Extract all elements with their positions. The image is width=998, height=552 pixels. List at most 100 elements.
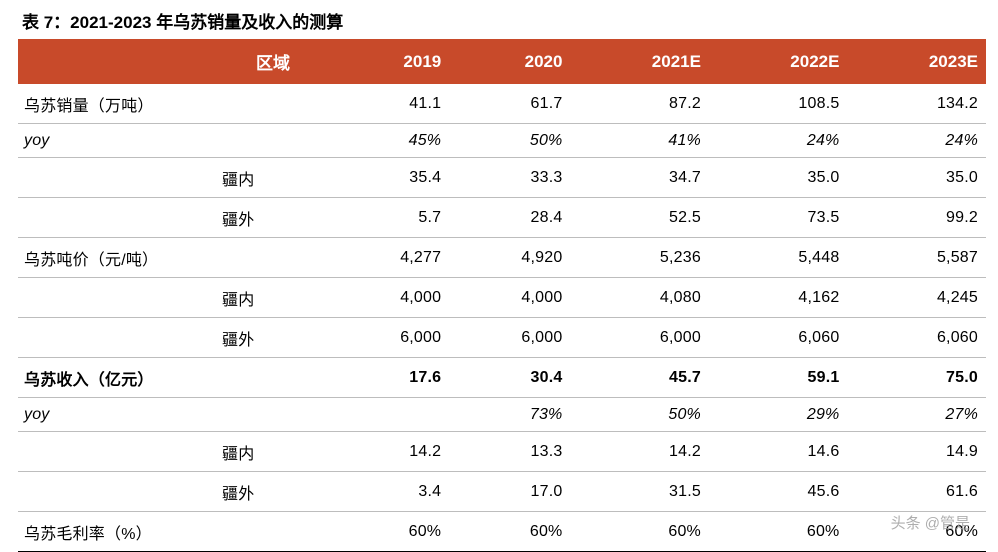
cell: 99.2 [847,198,986,238]
cell: 60% [570,512,709,552]
cell: 24% [709,124,848,158]
row-region [218,238,328,278]
cell: 50% [570,398,709,432]
row-name [18,432,218,472]
cell: 35.0 [709,158,848,198]
cell: 5,448 [709,238,848,278]
cell: 4,277 [328,238,449,278]
header-2023e: 2023E [847,39,986,84]
row-name [18,198,218,238]
row-region [218,398,328,432]
row-region [218,124,328,158]
cell: 14.2 [328,432,449,472]
row-region: 疆内 [218,278,328,318]
cell: 45.7 [570,358,709,398]
cell: 14.2 [570,432,709,472]
row-region: 疆内 [218,158,328,198]
cell: 4,080 [570,278,709,318]
row-region: 疆内 [218,432,328,472]
cell: 17.0 [449,472,570,512]
cell: 73.5 [709,198,848,238]
cell: 5.7 [328,198,449,238]
cell: 60% [328,512,449,552]
table-row: 疆内 35.4 33.3 34.7 35.0 35.0 [18,158,986,198]
table-row: 疆外 6,000 6,000 6,000 6,060 6,060 [18,318,986,358]
cell: 6,000 [328,318,449,358]
cell: 6,060 [847,318,986,358]
cell: 31.5 [570,472,709,512]
row-name: 乌苏毛利率（%） [18,512,218,552]
cell: 108.5 [709,84,848,124]
table-row: yoy 73% 50% 29% 27% [18,398,986,432]
cell: 35.4 [328,158,449,198]
cell: 61.6 [847,472,986,512]
cell: 4,000 [328,278,449,318]
table-row: 疆内 4,000 4,000 4,080 4,162 4,245 [18,278,986,318]
cell: 33.3 [449,158,570,198]
cell: 6,000 [570,318,709,358]
cell: 6,060 [709,318,848,358]
cell: 14.6 [709,432,848,472]
cell: 52.5 [570,198,709,238]
header-2020: 2020 [449,39,570,84]
table-row: 乌苏吨价（元/吨） 4,277 4,920 5,236 5,448 5,587 [18,238,986,278]
row-name [18,278,218,318]
cell: 87.2 [570,84,709,124]
cell: 73% [449,398,570,432]
header-blank [18,39,218,84]
cell: 59.1 [709,358,848,398]
cell: 29% [709,398,848,432]
row-region: 疆外 [218,318,328,358]
cell: 50% [449,124,570,158]
cell: 60% [709,512,848,552]
cell: 5,236 [570,238,709,278]
cell: 34.7 [570,158,709,198]
cell: 41.1 [328,84,449,124]
cell: 45.6 [709,472,848,512]
row-name [18,318,218,358]
header-row: 区域 2019 2020 2021E 2022E 2023E [18,39,986,84]
cell: 45% [328,124,449,158]
row-region: 疆外 [218,472,328,512]
row-region [218,512,328,552]
table-row: 疆内 14.2 13.3 14.2 14.6 14.9 [18,432,986,472]
watermark-text: 头条 @管是 [891,512,970,533]
row-region [218,358,328,398]
cell: 4,000 [449,278,570,318]
row-name: yoy [18,398,218,432]
row-region: 疆外 [218,198,328,238]
cell: 61.7 [449,84,570,124]
header-2019: 2019 [328,39,449,84]
cell: 134.2 [847,84,986,124]
row-region [218,84,328,124]
cell: 17.6 [328,358,449,398]
cell: 4,245 [847,278,986,318]
cell: 41% [570,124,709,158]
cell: 28.4 [449,198,570,238]
table-title: 表 7：2021-2023 年乌苏销量及收入的测算 [18,8,986,33]
cell: 30.4 [449,358,570,398]
cell: 60% [449,512,570,552]
cell: 24% [847,124,986,158]
table-row: yoy 45% 50% 41% 24% 24% [18,124,986,158]
row-name: 乌苏吨价（元/吨） [18,238,218,278]
header-2022e: 2022E [709,39,848,84]
cell: 3.4 [328,472,449,512]
row-name [18,158,218,198]
row-name [18,472,218,512]
row-name: 乌苏销量（万吨） [18,84,218,124]
data-table: 区域 2019 2020 2021E 2022E 2023E 乌苏销量（万吨） … [18,39,986,552]
row-name: yoy [18,124,218,158]
header-region: 区域 [218,39,328,84]
table-row: 疆外 5.7 28.4 52.5 73.5 99.2 [18,198,986,238]
cell: 4,162 [709,278,848,318]
cell: 27% [847,398,986,432]
cell [328,398,449,432]
cell: 75.0 [847,358,986,398]
cell: 5,587 [847,238,986,278]
cell: 14.9 [847,432,986,472]
cell: 35.0 [847,158,986,198]
cell: 4,920 [449,238,570,278]
table-row: 乌苏销量（万吨） 41.1 61.7 87.2 108.5 134.2 [18,84,986,124]
cell: 6,000 [449,318,570,358]
